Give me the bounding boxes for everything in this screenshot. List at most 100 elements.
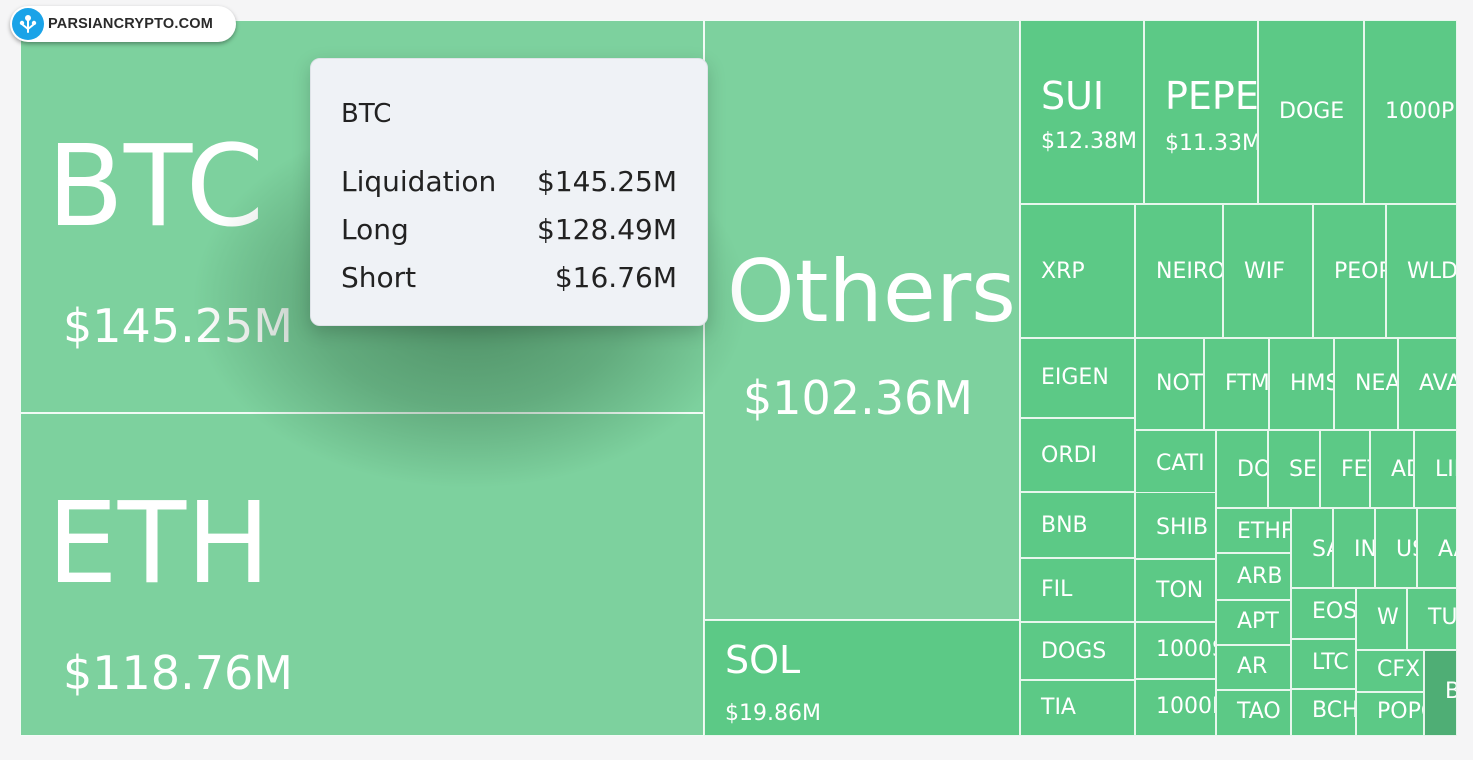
treemap-tile[interactable]: INJ — [1333, 508, 1375, 588]
treemap-tile[interactable]: WIF — [1223, 204, 1313, 338]
treemap-tile[interactable]: SOL $19.86M — [704, 620, 1020, 736]
treemap-tile[interactable]: POPCAT — [1356, 692, 1424, 736]
treemap-tile[interactable]: TON — [1135, 559, 1216, 622]
btc-tooltip: BTC Liquidation $145.25M Long $128.49M S… — [310, 58, 708, 326]
tile-symbol: ORDI — [1041, 443, 1098, 468]
parsiancrypto-logo: PARSIANCRYPTO.COM — [10, 6, 236, 42]
treemap-tile[interactable]: ORDI — [1020, 418, 1135, 492]
tooltip-label: Short — [341, 261, 417, 294]
tile-symbol: 1000PEPE — [1385, 99, 1456, 124]
tile-symbol: AR — [1237, 654, 1268, 679]
logo-badge-icon — [12, 8, 44, 40]
tooltip-value: $16.76M — [554, 261, 677, 294]
treemap-tile[interactable]: NEIRO — [1135, 204, 1223, 338]
tile-symbol: 1000SATS — [1156, 637, 1215, 662]
treemap-tile[interactable]: SHIB — [1135, 492, 1216, 559]
tile-symbol: USTC — [1396, 537, 1416, 562]
tooltip-row-liquidation: Liquidation $145.25M — [341, 165, 677, 198]
treemap-tile[interactable]: LINK — [1414, 430, 1457, 508]
treemap-tile[interactable]: W — [1356, 588, 1407, 650]
treemap-tile[interactable]: ADA — [1370, 430, 1414, 508]
tile-value: $12.38M — [1041, 129, 1137, 154]
tile-symbol: SUI — [1041, 74, 1105, 118]
treemap-tile[interactable]: NEAR — [1334, 338, 1398, 430]
tile-value: $11.33M — [1165, 131, 1258, 156]
treemap-tile[interactable]: DOGS — [1020, 622, 1135, 680]
tile-symbol: EOS — [1312, 599, 1356, 624]
tile-symbol: WLD — [1407, 259, 1457, 284]
tile-symbol: XRP — [1041, 259, 1085, 284]
treemap-tile[interactable]: LTC — [1291, 639, 1356, 689]
treemap-tile[interactable]: AVAX — [1398, 338, 1457, 430]
tile-symbol: TON — [1156, 578, 1204, 603]
tile-symbol: HMSTR — [1290, 371, 1333, 396]
tile-symbol: AVAX — [1419, 371, 1456, 396]
treemap-tile[interactable]: Others $102.36M — [704, 20, 1020, 620]
tooltip-row-short: Short $16.76M — [341, 261, 677, 294]
treemap-tile[interactable]: AR — [1216, 645, 1291, 690]
treemap-tile[interactable]: ETHFI — [1216, 508, 1291, 553]
tile-symbol: NEAR — [1355, 371, 1397, 396]
tile-symbol: TURBO — [1428, 605, 1457, 630]
tile-symbol: POPCAT — [1377, 699, 1423, 724]
tile-symbol: DOGE — [1279, 99, 1345, 124]
tooltip-value: $128.49M — [537, 213, 677, 246]
treemap-tile[interactable]: TIA — [1020, 680, 1135, 736]
treemap-tile[interactable]: AAVE — [1417, 508, 1457, 588]
treemap-tile[interactable]: DOGE — [1258, 20, 1364, 204]
treemap-tile[interactable]: BNB — [1020, 492, 1135, 558]
tile-value: $145.25M — [63, 299, 293, 353]
treemap-tile[interactable]: DOT — [1216, 430, 1268, 508]
tile-symbol: ETH — [47, 479, 271, 609]
treemap-tile[interactable]: PEOPLE — [1313, 204, 1386, 338]
treemap-tile[interactable]: 1000SATS — [1135, 622, 1216, 679]
tile-symbol: SAGA — [1312, 537, 1332, 562]
tile-symbol: PEOPLE — [1334, 259, 1385, 284]
tile-value: $19.86M — [725, 701, 821, 726]
tile-symbol: BTC — [47, 122, 264, 252]
tile-symbol: Others — [727, 242, 1016, 342]
tile-symbol: DOT — [1237, 457, 1267, 482]
tile-symbol: NOT — [1156, 371, 1204, 396]
treemap-tile[interactable]: BOME — [1424, 650, 1457, 736]
treemap-tile[interactable]: TURBO — [1407, 588, 1457, 650]
tile-symbol: ARB — [1237, 564, 1283, 589]
treemap-tile[interactable]: ARB — [1216, 553, 1291, 600]
tile-symbol: FTM — [1225, 371, 1269, 396]
tile-symbol: FIL — [1041, 577, 1073, 602]
tile-symbol: PEPE — [1165, 74, 1258, 118]
treemap-tile[interactable]: SEI — [1268, 430, 1320, 508]
treemap-tile[interactable]: FIL — [1020, 558, 1135, 622]
tile-symbol: INJ — [1354, 537, 1374, 562]
treemap-tile[interactable]: PEPE $11.33M — [1144, 20, 1258, 204]
treemap-tile[interactable]: FET — [1320, 430, 1370, 508]
tile-symbol: AAVE — [1438, 537, 1456, 562]
treemap-tile[interactable]: 1000BONK — [1135, 679, 1216, 736]
tile-symbol: CFX — [1377, 657, 1421, 682]
tile-symbol: WIF — [1244, 259, 1285, 284]
treemap-tile[interactable]: SUI $12.38M — [1020, 20, 1144, 204]
treemap-tile[interactable]: EOS — [1291, 588, 1356, 639]
tile-symbol: CATI — [1156, 451, 1205, 476]
treemap-tile[interactable]: BCH — [1291, 689, 1356, 736]
tooltip-label: Long — [341, 213, 409, 246]
tooltip-title: BTC — [341, 99, 392, 129]
treemap-tile[interactable]: SAGA — [1291, 508, 1333, 588]
tile-symbol: LTC — [1312, 650, 1349, 675]
treemap-tile[interactable]: NOT — [1135, 338, 1204, 430]
treemap-tile[interactable]: TAO — [1216, 690, 1291, 736]
tooltip-row-long: Long $128.49M — [341, 213, 677, 246]
treemap-tile[interactable]: USTC — [1375, 508, 1417, 588]
treemap-tile[interactable]: HMSTR — [1269, 338, 1334, 430]
treemap-tile[interactable]: 1000PEPE — [1364, 20, 1457, 204]
treemap-tile[interactable]: XRP — [1020, 204, 1135, 338]
treemap-tile[interactable]: CFX — [1356, 650, 1424, 692]
tile-symbol: EIGEN — [1041, 365, 1109, 390]
treemap-tile[interactable]: FTM — [1204, 338, 1269, 430]
treemap-tile[interactable]: APT — [1216, 600, 1291, 645]
tile-symbol: BNB — [1041, 513, 1088, 538]
treemap-tile[interactable]: WLD — [1386, 204, 1457, 338]
tile-symbol: 1000BONK — [1156, 694, 1215, 719]
treemap-tile[interactable]: ETH $118.76M — [20, 413, 704, 736]
treemap-tile[interactable]: EIGEN — [1020, 338, 1135, 418]
